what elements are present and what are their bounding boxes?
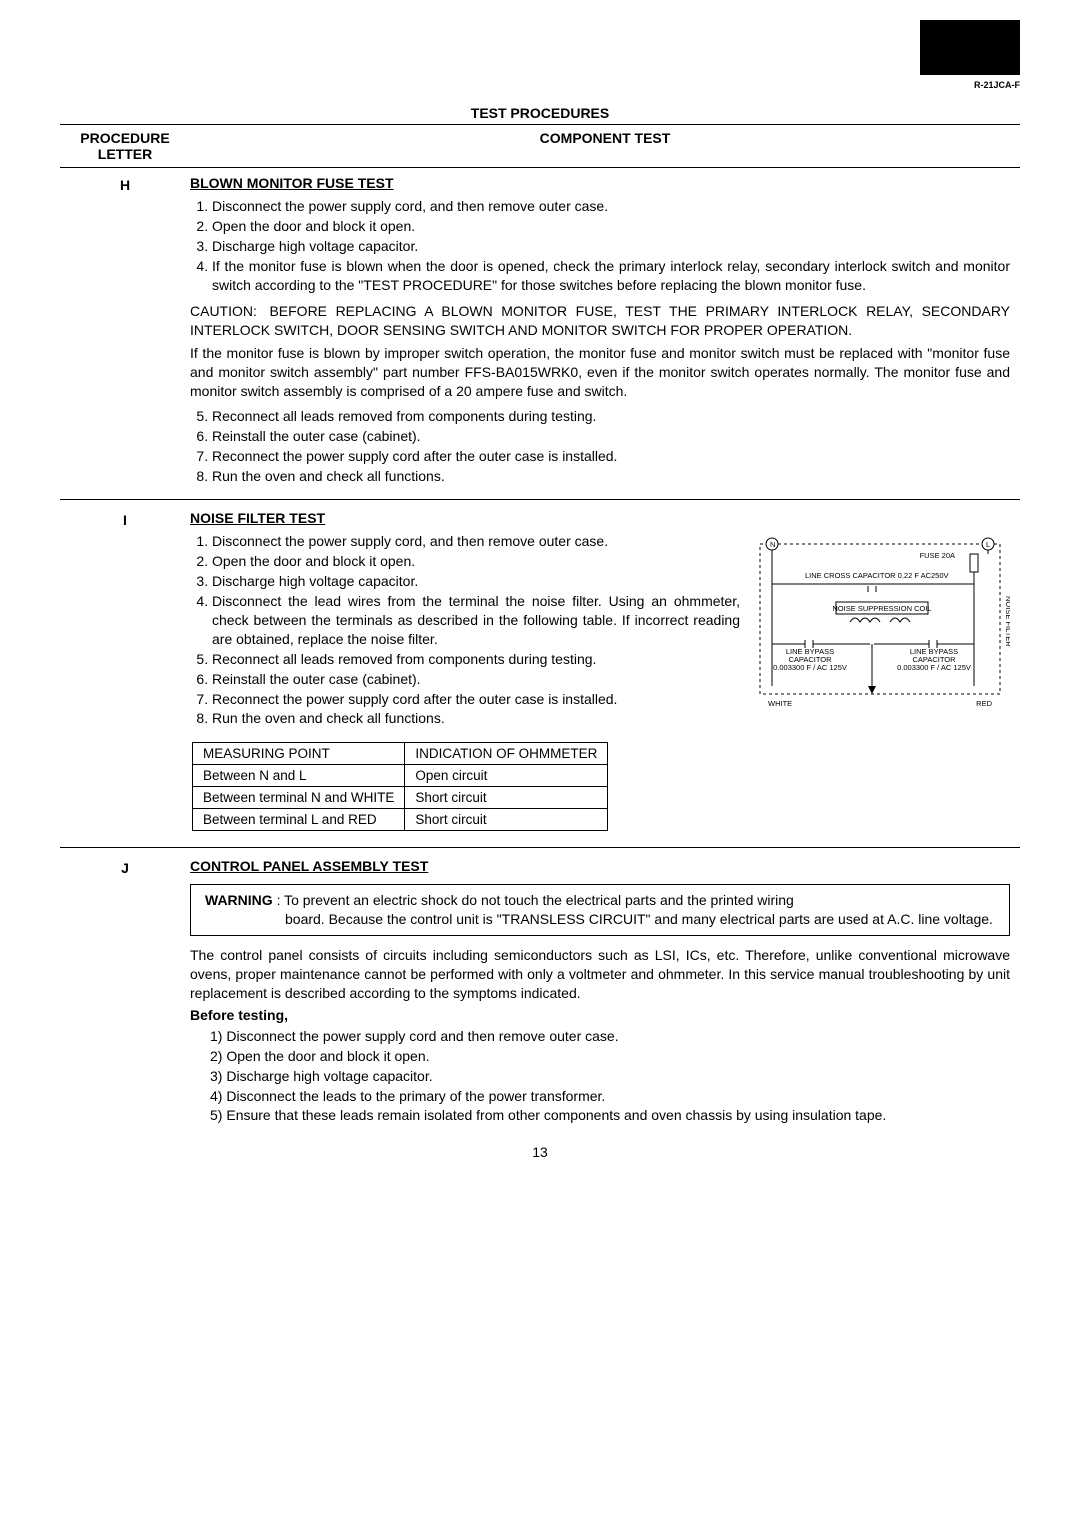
caution-lead: CAUTION: xyxy=(190,303,257,319)
noise-filter-diagram: N L FUSE 20A LINE CROSS CAPACITOR 0.22 F… xyxy=(750,536,1010,719)
header-component: COMPONENT TEST xyxy=(190,130,1020,162)
letter-i: I xyxy=(60,510,190,528)
header-black-block xyxy=(920,20,1020,75)
list-item: Discharge high voltage capacitor. xyxy=(210,1067,1010,1086)
list-item: Ensure that these leads remain isolated … xyxy=(210,1106,1010,1125)
list-item: Reinstall the outer case (cabinet). xyxy=(212,427,1010,446)
svg-text:N: N xyxy=(770,540,775,549)
meas-h1: MEASURING POINT xyxy=(193,743,405,765)
svg-text:RED: RED xyxy=(976,699,992,708)
meas-h2: INDICATION OF OHMMETER xyxy=(405,743,608,765)
proc-h-list1: Disconnect the power supply cord, and th… xyxy=(190,197,1010,294)
cell: Between terminal L and RED xyxy=(193,809,405,831)
proc-h-list2: Reconnect all leads removed from compone… xyxy=(190,407,1010,486)
page-title: TEST PROCEDURES xyxy=(60,105,1020,121)
page-number: 13 xyxy=(60,1144,1020,1160)
svg-text:NOISE SUPPRESSION COIL: NOISE SUPPRESSION COIL xyxy=(832,604,931,613)
proc-h-caution-para: If the monitor fuse is blown by improper… xyxy=(190,344,1010,401)
list-item: Reconnect the power supply cord after th… xyxy=(212,447,1010,466)
warning-line1: : To prevent an electric shock do not to… xyxy=(277,892,794,908)
svg-text:WHITE: WHITE xyxy=(768,699,792,708)
measurement-table: MEASURING POINT INDICATION OF OHMMETER B… xyxy=(192,742,608,831)
list-item: Disconnect the power supply cord and the… xyxy=(210,1027,1010,1046)
cell: Short circuit xyxy=(405,787,608,809)
before-testing: Before testing, xyxy=(190,1007,1010,1023)
proc-h-name: BLOWN MONITOR FUSE TEST xyxy=(190,175,1010,191)
proc-i-name: NOISE FILTER TEST xyxy=(190,510,1010,526)
list-item: Disconnect the leads to the primary of t… xyxy=(210,1087,1010,1106)
letter-j: J xyxy=(60,858,190,876)
warning-lead: WARNING xyxy=(205,892,273,908)
cell: Short circuit xyxy=(405,809,608,831)
svg-text:0.003300 F / AC 125V: 0.003300 F / AC 125V xyxy=(897,663,971,672)
svg-text:L: L xyxy=(986,540,990,549)
list-item: Open the door and block it open. xyxy=(210,1047,1010,1066)
warning-box: WARNING : To prevent an electric shock d… xyxy=(190,884,1010,936)
list-item: Run the oven and check all functions. xyxy=(212,467,1010,486)
cell: Open circuit xyxy=(405,765,608,787)
svg-text:FUSE 20A: FUSE 20A xyxy=(920,551,955,560)
list-item: If the monitor fuse is blown when the do… xyxy=(212,257,1010,295)
warning-line2: board. Because the control unit is "TRAN… xyxy=(285,910,999,929)
table-header: PROCEDURE LETTER COMPONENT TEST xyxy=(60,128,1020,164)
list-item: Reconnect all leads removed from compone… xyxy=(212,407,1010,426)
proc-h-caution: CAUTION: BEFORE REPLACING A BLOWN MONITO… xyxy=(190,302,1010,340)
model-label: R-21JCA-F xyxy=(974,80,1020,90)
caution-text: BEFORE REPLACING A BLOWN MONITOR FUSE, T… xyxy=(190,303,1010,338)
svg-text:NOISE FILTER: NOISE FILTER xyxy=(1004,596,1010,647)
cell: Between N and L xyxy=(193,765,405,787)
procedure-j: J CONTROL PANEL ASSEMBLY TEST WARNING : … xyxy=(60,854,1020,1126)
letter-h: H xyxy=(60,175,190,193)
procedure-i: I NOISE FILTER TEST N L FUSE 20A LINE CR… xyxy=(60,506,1020,839)
list-item: Discharge high voltage capacitor. xyxy=(212,237,1010,256)
proc-j-name: CONTROL PANEL ASSEMBLY TEST xyxy=(190,858,1010,874)
procedure-h: H BLOWN MONITOR FUSE TEST Disconnect the… xyxy=(60,171,1020,491)
proc-j-para: The control panel consists of circuits i… xyxy=(190,946,1010,1003)
proc-j-list: Disconnect the power supply cord and the… xyxy=(210,1027,1010,1125)
list-item: Open the door and block it open. xyxy=(212,217,1010,236)
svg-text:0.003300 F / AC 125V: 0.003300 F / AC 125V xyxy=(773,663,847,672)
list-item: Disconnect the power supply cord, and th… xyxy=(212,197,1010,216)
cell: Between terminal N and WHITE xyxy=(193,787,405,809)
svg-text:LINE CROSS CAPACITOR 0.22 F: LINE CROSS CAPACITOR 0.22 F AC250V xyxy=(805,571,949,580)
header-letter: PROCEDURE LETTER xyxy=(60,130,190,162)
